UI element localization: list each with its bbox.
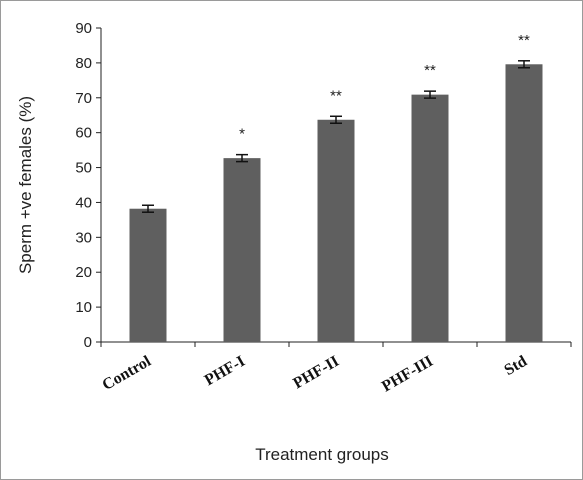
bar (505, 64, 543, 343)
x-tick-label: PHF-III (379, 353, 436, 396)
y-axis-ticks: 0 10 20 30 40 50 60 70 80 90 (75, 20, 101, 351)
bar (411, 94, 449, 342)
y-tick-label: 0 (84, 334, 92, 351)
y-tick-label: 30 (75, 229, 92, 246)
significance-label: ** (518, 32, 530, 49)
y-tick-label: 80 (75, 55, 92, 72)
bar (317, 119, 355, 342)
significance-label: ** (424, 62, 436, 79)
y-tick-label: 90 (75, 20, 92, 37)
y-tick-label: 20 (75, 264, 92, 281)
x-tick-label: PHF-I (202, 353, 248, 389)
bars: ******* (129, 32, 543, 343)
y-tick-label: 40 (75, 194, 92, 211)
bar (223, 158, 261, 342)
x-tick-label: Std (501, 353, 530, 379)
x-tick-label: Control (100, 352, 155, 394)
significance-label: * (239, 126, 245, 143)
y-tick-label: 70 (75, 90, 92, 107)
y-tick-label: 50 (75, 160, 92, 177)
y-tick-label: 60 (75, 125, 92, 142)
x-axis-tick-labels: Control PHF-I PHF-II PHF-III Std (100, 342, 572, 396)
y-axis-title: Sperm +ve females (%) (16, 96, 35, 274)
x-axis-title: Treatment groups (255, 445, 389, 464)
bar (129, 208, 167, 342)
y-tick-label: 10 (75, 299, 92, 316)
x-tick-label: PHF-II (290, 353, 342, 393)
significance-label: ** (330, 87, 342, 104)
